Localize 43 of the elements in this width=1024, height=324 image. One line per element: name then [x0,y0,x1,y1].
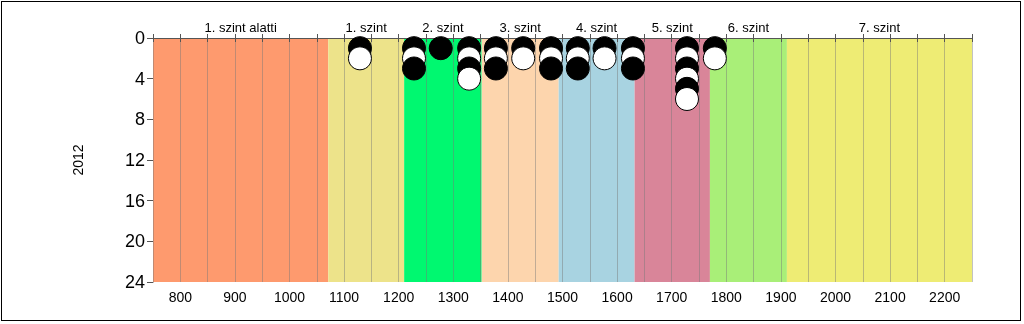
x-tick-label: 1100 [329,289,360,305]
x-tick-label: 2000 [819,289,852,305]
x-tick-label: 1700 [656,289,688,305]
point [457,66,482,91]
y-tick-label: 0 [134,28,145,48]
point [702,46,727,71]
x-tick-label: 1200 [383,289,415,305]
x-tick-label: 1500 [546,289,579,305]
x-tick-label: 1300 [437,289,470,305]
band-label: 7. szint [858,20,901,35]
y-tick-label: 4 [134,68,145,89]
point [675,87,699,111]
point [620,56,645,81]
x-tick-label: 1800 [710,289,743,305]
y-axis-title: 2012 [70,144,86,176]
point [592,46,617,71]
band-label: 1. szint alatti [204,20,277,35]
point [539,56,564,81]
x-tick-label: 2100 [874,289,906,305]
y-tick-label: 20 [124,231,145,252]
x-tick-label: 1600 [601,289,633,305]
point [428,36,453,61]
band-label: 5. szint [651,20,694,35]
point [511,46,536,71]
band-label: 2. szint [422,20,464,35]
x-tick-label: 1900 [765,289,797,305]
x-tick-label: 900 [223,289,247,305]
y-tick-label: 12 [124,150,145,170]
band-label: 4. szint [576,20,618,35]
band-label: 3. szint [499,20,542,35]
x-tick-label: 800 [168,289,193,305]
x-tick-label: 2200 [929,289,961,305]
x-tick-label: 1400 [492,289,524,305]
point [565,56,590,81]
y-tick-label: 16 [124,190,145,211]
band-label: 1. szint [345,20,388,35]
point [483,56,508,81]
y-tick-label: 8 [134,109,145,130]
x-tick-label: 1000 [273,289,306,305]
point [402,56,426,81]
point [347,46,372,71]
band-label: 6. szint [727,20,770,35]
y-tick-label: 24 [124,272,145,292]
